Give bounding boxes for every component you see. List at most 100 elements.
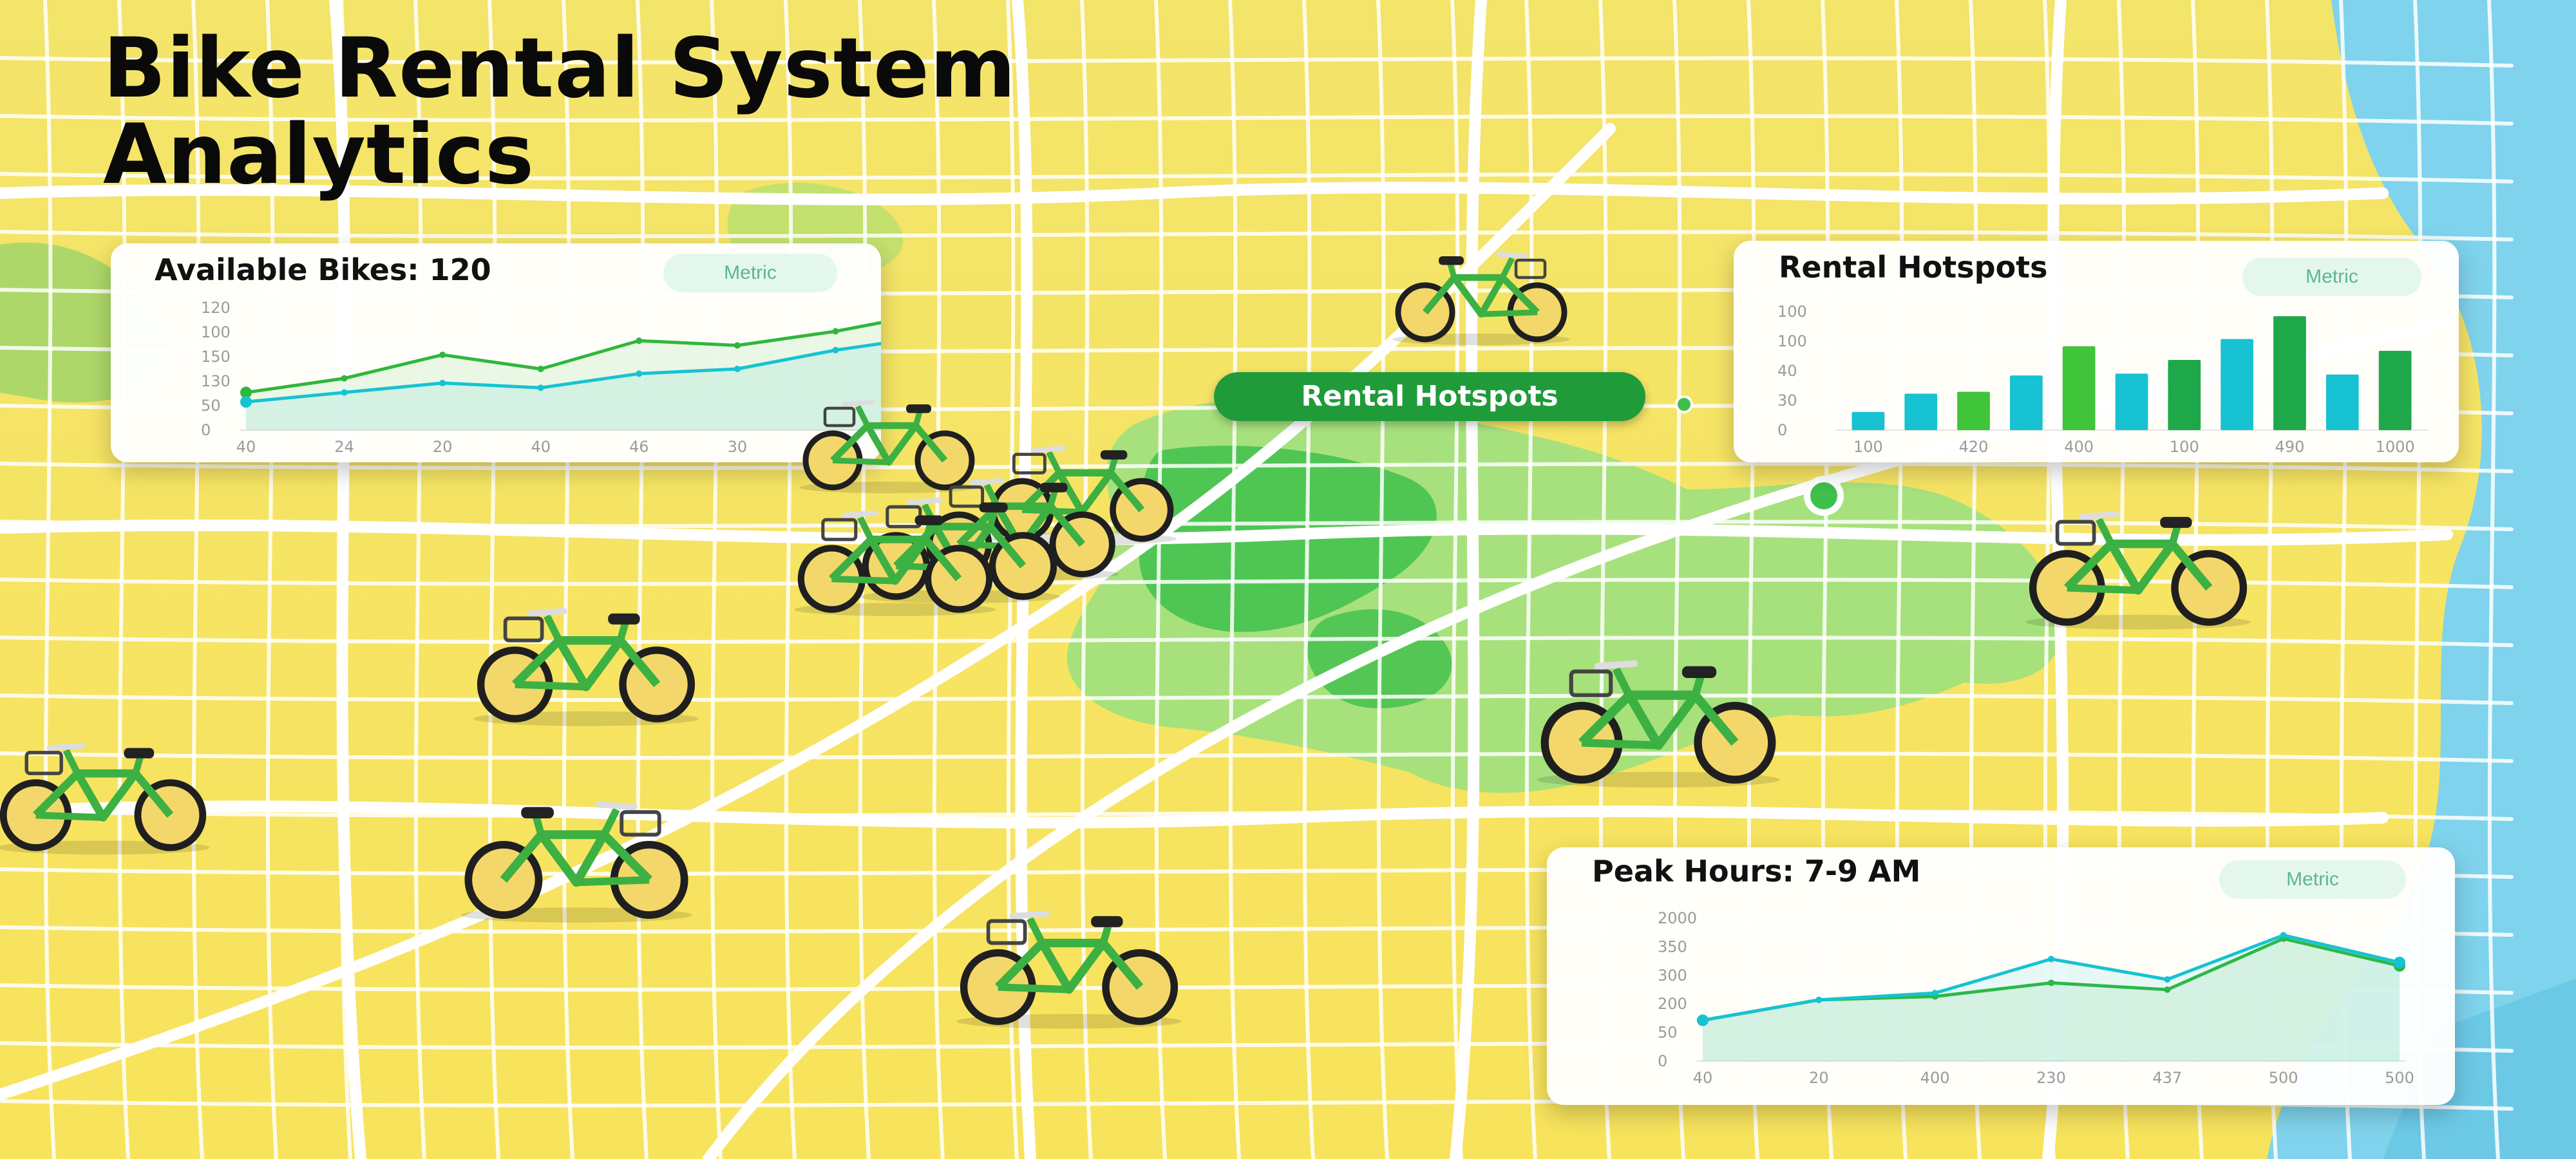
y-tick-label: 2000 [1658, 909, 1697, 927]
data-point [240, 396, 252, 408]
rental-hotspots-chart: 100 100 40 30 0 100 420 400 100 490 1000 [1777, 303, 2428, 456]
x-tick-label: 20 [433, 438, 453, 456]
road-network [0, 0, 2514, 1159]
data-point [636, 370, 643, 377]
data-point [2394, 956, 2405, 968]
y-tick-label: 40 [1777, 362, 1797, 380]
x-tick-label: 100 [2170, 438, 2199, 456]
peak-hours-title: Peak Hours: 7-9 AM [1592, 854, 1921, 889]
x-tick-label: 40 [236, 438, 256, 456]
peak-hours-card[interactable]: Peak Hours: 7-9 AM Metric 2000 350 300 200 5… [1547, 847, 2455, 1105]
y-tick-label: 0 [1658, 1052, 1667, 1070]
y-tick-label: 120 [201, 299, 231, 317]
bike-icon[interactable] [1526, 650, 1790, 788]
x-tick-label: 20 [1809, 1069, 1829, 1087]
data-point [341, 389, 348, 396]
data-point [2280, 932, 2287, 939]
y-tick-label: 0 [1777, 421, 1787, 439]
y-tick-label: 50 [201, 397, 221, 415]
y-tick-label: 100 [201, 323, 231, 341]
page-title-line-1: Bike Rental System [103, 21, 1017, 117]
metric-badge: Metric [2219, 860, 2406, 899]
bike-icon[interactable] [451, 792, 702, 923]
data-point [734, 342, 741, 349]
x-tick-label: 400 [1920, 1069, 1950, 1087]
series-area [1703, 938, 2400, 1061]
page-title-line-2: Analytics [103, 107, 535, 203]
x-tick-label: 30 [728, 438, 748, 456]
data-point [734, 366, 741, 372]
rental-hotspots-card[interactable]: Rental Hotspots Metric 100 100 40 30 0 100 420… [1734, 241, 2459, 462]
y-tick-label: 150 [201, 348, 231, 366]
series-area [246, 343, 881, 430]
y-tick-label: 30 [1777, 391, 1797, 410]
bar [2010, 375, 2043, 430]
x-tick-label: 500 [2269, 1069, 2298, 1087]
series-area [1703, 935, 2400, 1061]
data-point [537, 366, 544, 372]
data-point [439, 352, 446, 359]
available-bikes-chart: 12010015013050040242040463050100 [201, 299, 881, 456]
data-point [832, 346, 839, 353]
data-point [1815, 996, 1823, 1003]
x-tick-label: 24 [334, 438, 354, 456]
x-tick-label: 420 [1959, 438, 1989, 456]
bar [2273, 316, 2306, 430]
y-tick-label: 350 [1658, 938, 1687, 956]
x-tick-label: 40 [531, 438, 551, 456]
x-tick-label: 500 [2385, 1069, 2414, 1087]
data-point [439, 379, 446, 386]
bike-icon[interactable] [0, 734, 219, 855]
metric-badge: Metric [663, 254, 837, 292]
bike-icon[interactable] [947, 901, 1191, 1029]
bike-icon[interactable] [464, 599, 708, 726]
data-point [1697, 1014, 1709, 1026]
x-tick-label: 400 [2064, 438, 2094, 456]
data-point [1931, 990, 1938, 997]
map-pin-icon[interactable] [1675, 395, 1693, 413]
y-tick-label: 0 [201, 421, 211, 439]
map-pin-icon[interactable] [1804, 476, 1844, 516]
metric-badge: Metric [2242, 258, 2421, 296]
rental-hotspots-title: Rental Hotspots [1779, 250, 2048, 285]
y-tick-label: 200 [1658, 995, 1687, 1013]
bar [1904, 393, 1938, 430]
available-bikes-title: Available Bikes: 120 [155, 252, 491, 287]
data-point [2048, 979, 2054, 986]
y-tick-label: 100 [1777, 303, 1807, 321]
y-tick-label: 130 [201, 372, 231, 390]
water-area [2267, 0, 2576, 1159]
bike-icon[interactable] [2016, 502, 2260, 630]
x-tick-label: 100 [1853, 438, 1883, 456]
data-point [2164, 986, 2171, 993]
bike-icon[interactable] [1385, 245, 1578, 345]
rental-hotspots-map-label[interactable]: Rental Hotspots [1214, 372, 1645, 421]
y-tick-label: 50 [1658, 1024, 1678, 1042]
bar [2221, 339, 2253, 430]
data-point [2048, 956, 2054, 963]
bar [2062, 346, 2096, 430]
x-tick-label: 46 [629, 438, 649, 456]
x-tick-label: 490 [2275, 438, 2305, 456]
bar [1852, 411, 1885, 430]
series-area [246, 323, 881, 430]
bike-icon[interactable] [786, 502, 1005, 616]
y-tick-label: 100 [1777, 332, 1807, 350]
data-point [341, 375, 348, 382]
bar [2325, 374, 2359, 430]
data-point [636, 337, 643, 344]
bar [2378, 350, 2412, 430]
bike-icon[interactable] [792, 393, 985, 493]
data-point [832, 328, 839, 335]
available-bikes-card[interactable]: Available Bikes: 120 Metric 120 100 150 130… [111, 243, 881, 462]
page-title: Bike Rental System Analytics [103, 26, 1016, 198]
series-line [245, 342, 881, 404]
water-area [2383, 979, 2576, 1159]
y-tick-label: 300 [1658, 966, 1687, 985]
data-point [2164, 976, 2171, 983]
data-point [537, 384, 544, 391]
data-point [240, 386, 252, 399]
bar [1957, 391, 1990, 430]
x-tick-label: 40 [1693, 1069, 1713, 1087]
